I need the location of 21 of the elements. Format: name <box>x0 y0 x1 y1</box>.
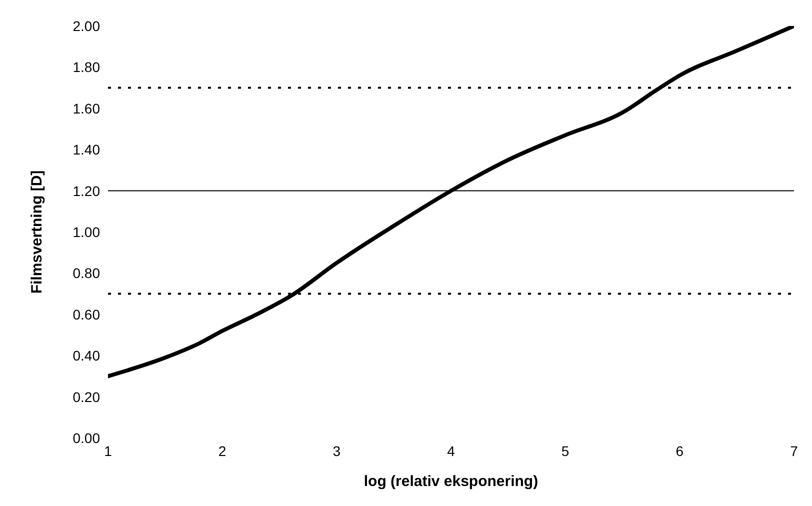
x-tick-label: 5 <box>561 442 570 459</box>
line-series <box>108 26 794 378</box>
y-tick-label: 0.60 <box>72 306 100 322</box>
y-axis-title: Filmsvertning [D] <box>28 170 46 294</box>
x-axis-title: log (relativ eksponering) <box>364 473 538 490</box>
x-tick-label: 3 <box>332 442 341 459</box>
x-tick-label: 1 <box>104 442 112 459</box>
y-tick-label: 1.60 <box>72 100 100 116</box>
y-tick-label: 1.80 <box>72 59 100 76</box>
x-tick-label: 2 <box>218 442 226 459</box>
y-tick-label: 1.00 <box>72 224 100 240</box>
y-tick-label: 1.20 <box>72 182 100 199</box>
y-tick-label: 2.00 <box>72 18 100 34</box>
x-tick-label: 4 <box>447 442 456 459</box>
y-tick-label: 0.80 <box>72 265 100 282</box>
y-tick-label: 1.40 <box>72 142 100 158</box>
y-tick-label: 0.40 <box>72 348 100 364</box>
x-tick-label: 6 <box>676 442 684 459</box>
y-tick-label: 0.00 <box>72 430 100 446</box>
y-tick-label: 0.20 <box>72 388 100 405</box>
x-tick-label: 7 <box>790 442 798 459</box>
